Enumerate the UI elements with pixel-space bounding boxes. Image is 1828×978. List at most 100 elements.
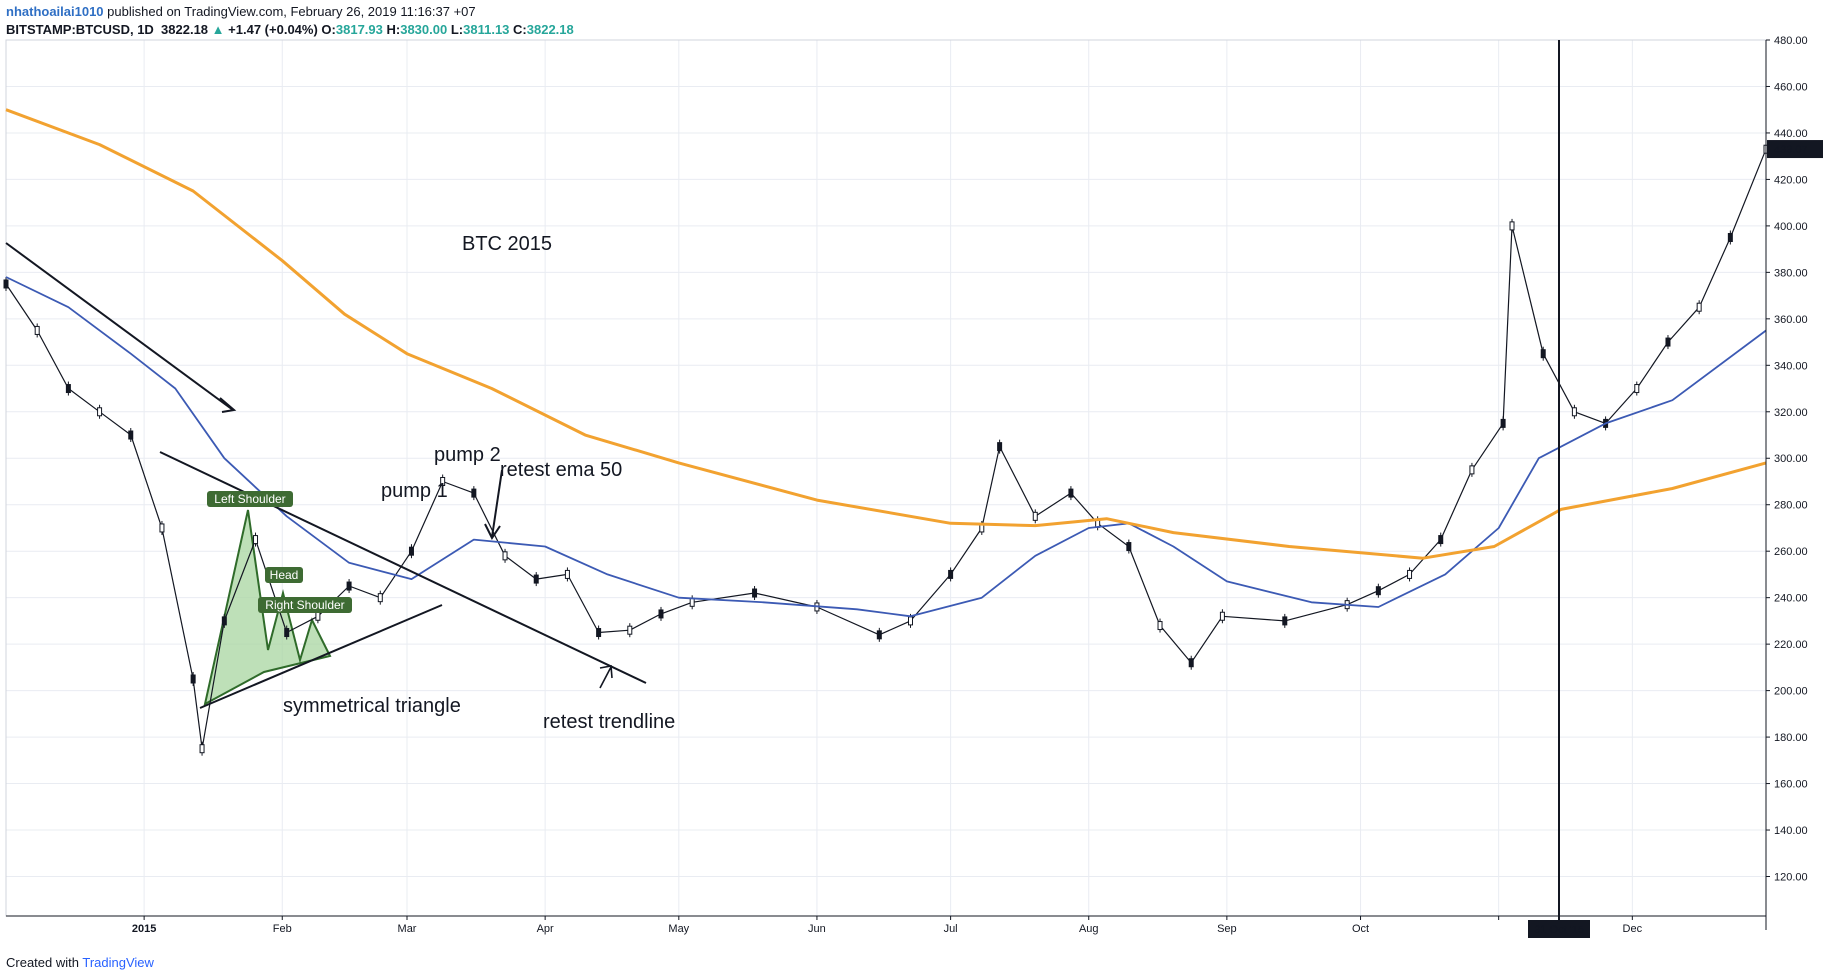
publish-text: published on TradingView.com, February 2… xyxy=(107,4,476,19)
time-tick-label: Mar xyxy=(398,923,417,935)
arrow-head xyxy=(484,523,501,540)
arrow-head xyxy=(219,397,237,413)
price-tick-label: 300.00 xyxy=(1774,453,1808,465)
price-tick-label: 200.00 xyxy=(1774,686,1808,698)
price-tick-label: 320.00 xyxy=(1774,407,1808,419)
price-candle xyxy=(190,674,196,684)
retest-trend-arrow-line xyxy=(599,666,612,689)
pump2-label: pump 2 xyxy=(434,444,501,466)
price-tick-label: 140.00 xyxy=(1774,825,1808,837)
price-candle xyxy=(1509,221,1515,231)
symbol-ohlc-line: BITSTAMP:BTCUSD, 1D 3822.18 ▲ +1.47 (+0.… xyxy=(6,22,574,37)
open-label: O: xyxy=(321,22,336,37)
symmetrical-triangle-label: symmetrical triangle xyxy=(283,695,461,717)
price-candle xyxy=(471,488,477,498)
tradingview-logo[interactable]: TradingView xyxy=(82,955,154,970)
price-candle xyxy=(1032,511,1038,521)
price-candle xyxy=(1469,465,1475,475)
price-candle xyxy=(440,476,446,486)
price-candle xyxy=(315,611,321,621)
price-candle xyxy=(948,569,954,579)
left-shoulder-label: Left Shoulder xyxy=(214,492,285,506)
price-tick-label: 220.00 xyxy=(1774,639,1808,651)
time-tick-label: Sep xyxy=(1217,923,1237,935)
price-axis: 120.00 140.00 160.00 180.00 200.00 220.00 240.… xyxy=(1765,35,1823,930)
price-candle xyxy=(997,442,1003,452)
drawing-layer xyxy=(203,509,332,706)
price-candle xyxy=(3,279,9,289)
price-candle xyxy=(65,384,71,394)
time-tick-label: 2015 xyxy=(132,923,156,935)
left-shoulder-label-box xyxy=(207,491,293,507)
price-candle xyxy=(1282,616,1288,626)
price-candle xyxy=(1068,488,1074,498)
high-label: H: xyxy=(386,22,401,37)
open-value: 3817.93 xyxy=(335,22,383,37)
price-candle xyxy=(408,546,414,556)
price-tick-label: 340.00 xyxy=(1774,360,1808,372)
price-candle xyxy=(97,407,103,417)
price-candle xyxy=(1696,302,1702,312)
price-candle xyxy=(159,523,165,533)
time-tick-label: May xyxy=(668,923,689,935)
price-candle xyxy=(689,597,695,607)
time-tick-label: Aug xyxy=(1079,923,1099,935)
time-tick-label: Jun xyxy=(808,923,826,935)
price-candle xyxy=(596,628,602,638)
price-candle xyxy=(34,325,40,335)
price-candle xyxy=(128,430,134,440)
price-tick-label: 440.00 xyxy=(1774,128,1808,140)
price-tick-label: 360.00 xyxy=(1774,314,1808,326)
created-with-text: Created with xyxy=(6,955,79,970)
close-value: 3822.18 xyxy=(526,22,574,37)
price-candle xyxy=(346,581,352,591)
last-price-label: 433.07 xyxy=(1774,144,1808,156)
symbol-label: BITSTAMP:BTCUSD, 1D xyxy=(6,22,154,37)
price-candle xyxy=(377,593,383,603)
time-axis: 2015 Feb Mar Apr May Jun Jul Aug Sep Oct Dec 31 Oct… xyxy=(6,915,1766,938)
price-candle xyxy=(1665,337,1671,347)
right-shoulder-label-box xyxy=(258,597,352,613)
price-tick-label: 460.00 xyxy=(1774,81,1808,93)
resistance-trendline xyxy=(159,451,647,684)
author-link[interactable]: nhathoailai1010 xyxy=(6,4,104,19)
price-candle xyxy=(1634,384,1640,394)
price-candle xyxy=(1540,349,1546,359)
footer: Created with TradingView xyxy=(6,955,154,970)
price-change: +1.47 (+0.04%) xyxy=(228,22,318,37)
price-candle xyxy=(1188,658,1194,668)
support-trendline xyxy=(199,604,443,709)
price-candle xyxy=(752,588,758,598)
price-candle xyxy=(1157,621,1163,631)
price-candle xyxy=(1126,542,1132,552)
head-label-box xyxy=(265,567,303,583)
price-candle xyxy=(253,535,259,545)
last-price-box xyxy=(1767,140,1823,159)
time-tick-label: Feb xyxy=(273,923,292,935)
crosshair-date-label: 31 Oct '15 xyxy=(1534,924,1584,936)
price-candle xyxy=(221,616,227,626)
price-candle xyxy=(284,628,290,638)
price-candle xyxy=(502,551,508,561)
series-ema50 xyxy=(5,276,1767,618)
price-tick-label: 480.00 xyxy=(1774,35,1808,47)
high-value: 3830.00 xyxy=(400,22,448,37)
pump1-label: pump 1 xyxy=(381,480,448,502)
low-value: 3811.13 xyxy=(463,22,510,37)
publish-info: nhathoailai1010 published on TradingView… xyxy=(6,4,476,19)
price-tick-label: 240.00 xyxy=(1774,593,1808,605)
retest-ema-arrow-line xyxy=(491,469,503,538)
last-price: 3822.18 xyxy=(161,22,209,37)
price-candle xyxy=(1438,535,1444,545)
price-tick-label: 280.00 xyxy=(1774,500,1808,512)
time-tick-label: Jul xyxy=(944,923,958,935)
price-tick-label: 380.00 xyxy=(1774,267,1808,279)
chart-grid xyxy=(6,39,1766,916)
price-candle xyxy=(1407,569,1413,579)
price-candle xyxy=(533,574,539,584)
price-tick-label: 120.00 xyxy=(1774,871,1808,883)
price-candle xyxy=(908,616,914,626)
time-tick-label: Oct xyxy=(1352,923,1369,935)
close-label: C: xyxy=(513,22,527,37)
